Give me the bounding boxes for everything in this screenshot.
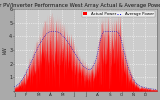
Y-axis label: kW: kW <box>3 46 8 54</box>
Title: Solar PV/Inverter Performance West Array Actual & Average Power Output: Solar PV/Inverter Performance West Array… <box>0 3 160 8</box>
Legend: Actual Power, Average Power: Actual Power, Average Power <box>82 11 155 17</box>
